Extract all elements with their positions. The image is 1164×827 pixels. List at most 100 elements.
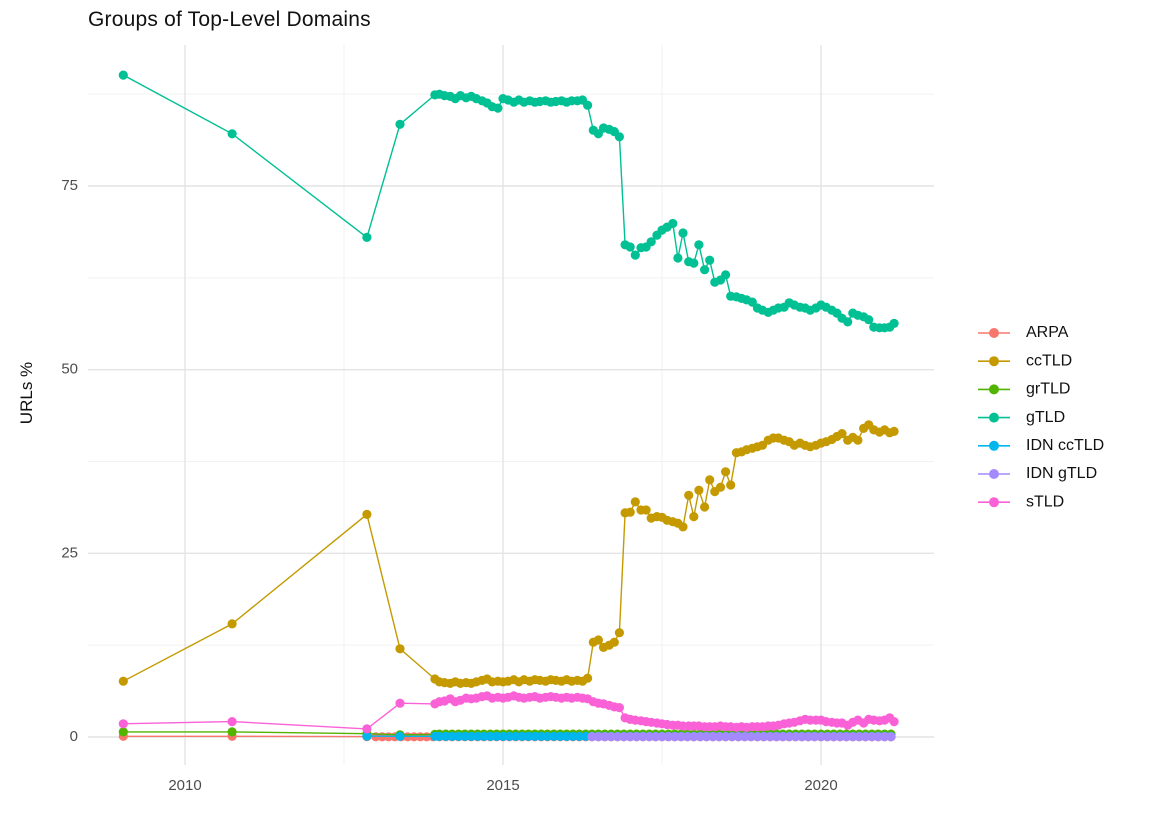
data-point xyxy=(765,732,775,742)
data-point xyxy=(721,732,731,742)
legend-label: grTLD xyxy=(1026,381,1070,398)
data-point xyxy=(612,732,623,742)
data-point xyxy=(600,732,610,742)
data-point xyxy=(670,732,680,742)
series-sTLD xyxy=(118,691,899,734)
data-point xyxy=(673,253,683,263)
data-point xyxy=(853,435,863,445)
data-point xyxy=(873,732,883,742)
data-point xyxy=(740,732,750,742)
x-tick-label: 2010 xyxy=(168,777,201,794)
y-tick-label: 50 xyxy=(61,361,78,378)
data-point xyxy=(678,522,688,532)
data-point xyxy=(227,619,237,629)
legend-key-point xyxy=(989,440,999,451)
data-point xyxy=(511,731,521,742)
data-point xyxy=(485,731,495,742)
data-point xyxy=(530,731,540,742)
data-point xyxy=(803,732,813,742)
legend-key-point xyxy=(989,384,999,395)
data-point xyxy=(466,731,476,742)
legend-item-gTLD: gTLD xyxy=(978,409,1065,426)
data-point xyxy=(880,732,890,742)
y-tick-label: 25 xyxy=(61,544,78,561)
data-point xyxy=(721,467,731,477)
data-point xyxy=(864,315,874,325)
legend-label: sTLD xyxy=(1026,493,1064,510)
data-point xyxy=(460,731,470,742)
data-point xyxy=(727,732,737,742)
legend-item-grTLD: grTLD xyxy=(978,381,1070,398)
data-point xyxy=(447,731,457,742)
data-point xyxy=(714,732,724,742)
data-point xyxy=(517,731,527,742)
legend-label: ARPA xyxy=(1026,324,1069,341)
data-point xyxy=(705,255,715,265)
data-point xyxy=(837,429,847,439)
data-point xyxy=(227,717,237,727)
data-point xyxy=(568,731,578,742)
data-point xyxy=(684,490,694,500)
data-point xyxy=(504,731,514,742)
data-point xyxy=(479,731,489,742)
series-line xyxy=(122,423,895,685)
data-point xyxy=(694,240,704,250)
data-point xyxy=(860,732,871,742)
data-point xyxy=(889,318,899,328)
data-point xyxy=(733,732,743,742)
legend-item-IDN-ccTLD: IDN ccTLD xyxy=(978,437,1104,454)
data-point xyxy=(441,731,451,742)
data-point xyxy=(593,635,604,645)
data-point xyxy=(848,732,858,742)
data-point xyxy=(362,731,372,741)
data-point xyxy=(606,732,616,742)
data-point xyxy=(771,732,782,742)
data-point xyxy=(889,426,899,436)
data-point xyxy=(118,727,128,737)
series-IDN-gTLD xyxy=(587,732,896,742)
data-point xyxy=(810,732,820,742)
legend-key-point xyxy=(989,356,999,367)
data-point xyxy=(614,132,625,142)
data-point xyxy=(689,258,699,268)
data-point xyxy=(395,698,405,708)
legend: ARPA ccTLD grTLD gTLD IDN ccTLD IDN gTLD sTLD xyxy=(978,324,1104,510)
data-point xyxy=(630,497,640,507)
data-point xyxy=(593,732,604,742)
data-point xyxy=(889,717,899,727)
data-point xyxy=(689,732,699,742)
data-point xyxy=(118,719,128,729)
legend-label: ccTLD xyxy=(1026,352,1072,369)
data-point xyxy=(118,70,128,80)
data-point xyxy=(227,129,237,139)
data-point xyxy=(641,505,651,515)
data-point xyxy=(668,218,678,229)
legend-item-IDN-gTLD: IDN gTLD xyxy=(978,465,1097,482)
data-point xyxy=(614,703,625,713)
y-tick-label: 0 xyxy=(70,728,78,745)
data-point xyxy=(822,732,833,742)
data-point xyxy=(395,119,405,129)
data-point xyxy=(721,270,731,280)
data-point xyxy=(676,732,686,742)
legend-key-point xyxy=(989,412,999,423)
data-point xyxy=(583,100,593,110)
data-point xyxy=(715,482,726,492)
data-point xyxy=(701,732,712,742)
chart-title: Groups of Top-Level Domains xyxy=(88,8,371,31)
legend-label: IDN ccTLD xyxy=(1026,437,1104,454)
data-point xyxy=(816,732,826,742)
data-point xyxy=(705,475,715,485)
data-point xyxy=(542,731,553,742)
data-point xyxy=(473,731,483,742)
y-tick-label: 75 xyxy=(61,177,78,194)
data-point xyxy=(644,732,654,742)
data-point xyxy=(362,509,372,519)
data-point xyxy=(886,732,896,742)
data-point xyxy=(651,732,661,742)
data-point xyxy=(797,732,807,742)
data-point xyxy=(536,731,546,742)
data-point xyxy=(562,731,572,742)
legend-item-ARPA: ARPA xyxy=(978,324,1069,341)
